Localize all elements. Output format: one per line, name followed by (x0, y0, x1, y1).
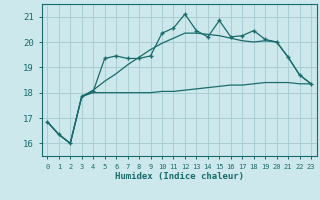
X-axis label: Humidex (Indice chaleur): Humidex (Indice chaleur) (115, 172, 244, 181)
